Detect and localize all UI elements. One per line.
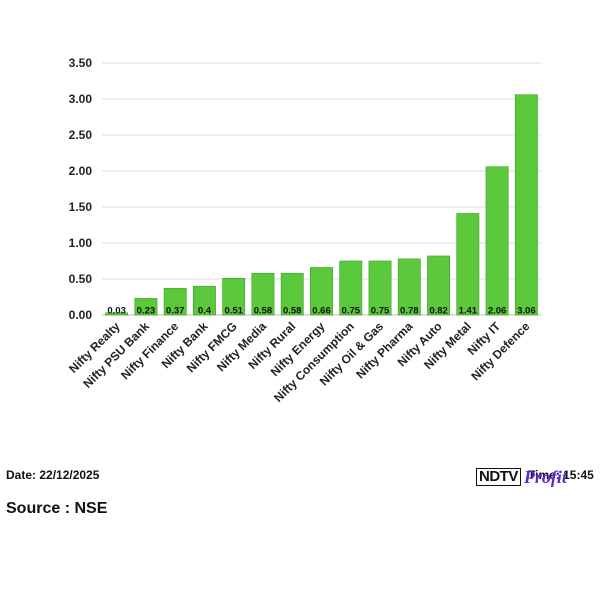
bar [456, 213, 480, 316]
data-label: 1.41 [459, 306, 478, 317]
source-label: Source : NSE [6, 500, 108, 517]
bar [397, 258, 421, 316]
data-label: 0.03 [107, 306, 126, 317]
bar [280, 272, 304, 316]
bar [514, 94, 538, 316]
bar [105, 312, 129, 316]
bar [427, 255, 450, 316]
time-label: Time: 15:45 [528, 468, 594, 482]
bar [251, 272, 275, 316]
data-label: 0.66 [312, 306, 331, 317]
bar-chart: 0.00 0.50 1.00 1.50 2.00 2.50 3.00 3.50 0.03 0.2… [66, 56, 541, 405]
y-tick-label: 0.50 [69, 272, 93, 286]
bar [222, 277, 246, 316]
bar [163, 288, 187, 316]
y-tick-label: 3.00 [69, 92, 93, 106]
brand-ndtv: NDTV [476, 468, 521, 486]
data-label: 2.06 [488, 306, 507, 317]
data-label: 0.82 [429, 306, 448, 317]
bar [134, 298, 158, 316]
y-tick-label: 0.00 [69, 308, 93, 322]
bar [485, 166, 509, 316]
data-label: 0.37 [166, 306, 185, 317]
y-axis-ticks: 0.00 0.50 1.00 1.50 2.00 2.50 3.00 3.50 [69, 56, 93, 322]
y-tick-label: 2.00 [69, 164, 93, 178]
data-label: 0.78 [400, 306, 419, 317]
data-label: 0.75 [342, 306, 361, 317]
y-tick-label: 3.50 [69, 56, 93, 70]
y-tick-label: 1.00 [69, 236, 93, 250]
y-tick-label: 1.50 [69, 200, 93, 214]
data-label: 0.75 [371, 306, 390, 317]
data-labels: 0.03 0.23 0.37 0.4 0.51 0.58 0.58 0.66 0.75 0.75 0… [107, 306, 535, 317]
bar [368, 260, 392, 316]
data-label: 0.23 [137, 306, 156, 317]
date-label: Date: 22/12/2025 [6, 468, 100, 482]
bars [105, 94, 538, 316]
gridlines [102, 62, 541, 316]
data-label: 0.58 [254, 306, 273, 317]
bar [310, 267, 333, 316]
bar [339, 260, 363, 316]
data-label: 3.06 [517, 306, 536, 317]
bar [193, 285, 216, 316]
data-label: 0.58 [283, 306, 302, 317]
y-tick-label: 2.50 [69, 128, 93, 142]
data-label: 0.51 [224, 306, 243, 317]
brand-profit: Profit [523, 467, 567, 487]
ndtv-profit-logo: NDTV Profit [476, 466, 567, 488]
data-label: 0.4 [198, 306, 212, 317]
